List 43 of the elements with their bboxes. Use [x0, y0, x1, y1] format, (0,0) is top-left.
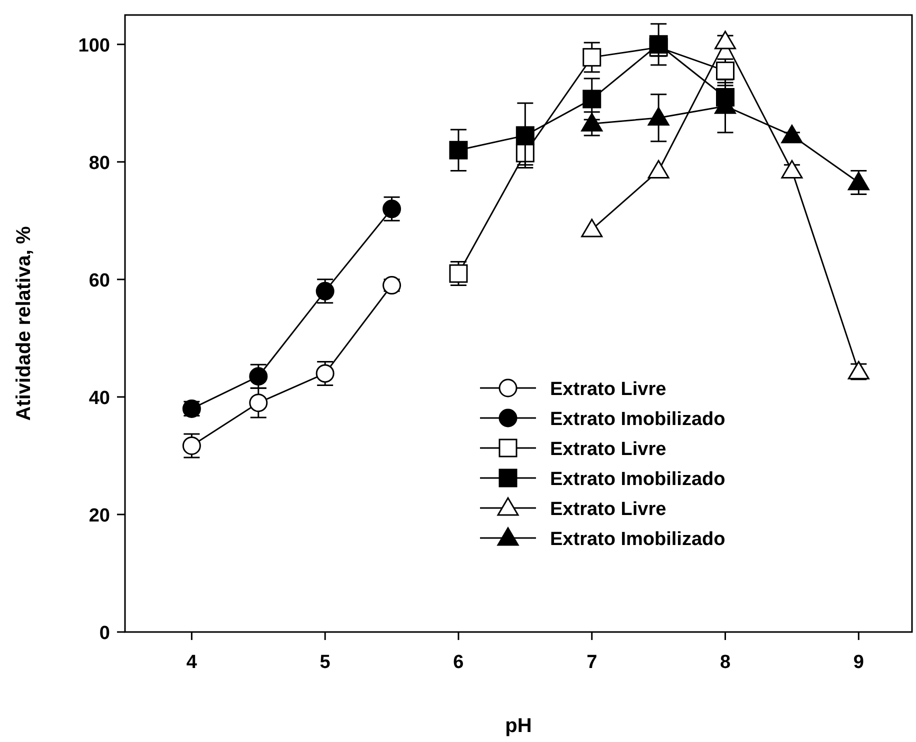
point: [382, 276, 402, 295]
point: [648, 107, 670, 126]
x-axis-title: pH: [505, 715, 532, 737]
point: [781, 160, 803, 178]
point: [382, 200, 402, 218]
x-tick-label: 8: [720, 652, 731, 673]
point: [649, 35, 668, 54]
y-tick-label: 40: [88, 388, 110, 409]
legend-label: Extrato Imobilizado: [550, 409, 726, 430]
point: [249, 367, 268, 386]
legend-label: Extrato Livre: [550, 379, 666, 400]
legend-label: Extrato Imobilizado: [550, 529, 726, 550]
point: [316, 282, 334, 300]
legend-label: Extrato Livre: [550, 499, 666, 520]
point: [582, 48, 602, 67]
point: [648, 160, 670, 178]
y-tick-label: 100: [78, 35, 110, 56]
point: [716, 62, 735, 80]
point: [449, 140, 468, 160]
y-tick-label: 20: [88, 505, 110, 526]
legend-label: Extrato Imobilizado: [550, 469, 726, 490]
point: [781, 124, 803, 144]
x-tick-label: 7: [586, 652, 598, 673]
point: [516, 126, 534, 145]
y-tick-label: 0: [99, 623, 110, 644]
y-tick-label: 60: [88, 270, 110, 292]
point: [581, 218, 603, 238]
point: [516, 144, 534, 162]
point: [848, 172, 870, 190]
x-tick-label: 6: [453, 652, 464, 673]
point: [449, 264, 468, 283]
y-axis-title: Atividade relativa, %: [13, 226, 35, 421]
point: [581, 112, 603, 132]
x-tick-label: 4: [186, 652, 198, 673]
point: [316, 364, 334, 383]
x-tick-label: 5: [320, 652, 331, 673]
y-tick-label: 80: [88, 152, 110, 174]
point: [582, 90, 602, 108]
point: [182, 436, 201, 455]
legend-label: Extrato Livre: [550, 439, 666, 460]
x-tick-label: 9: [853, 652, 864, 673]
point: [249, 394, 268, 412]
point: [714, 30, 736, 50]
